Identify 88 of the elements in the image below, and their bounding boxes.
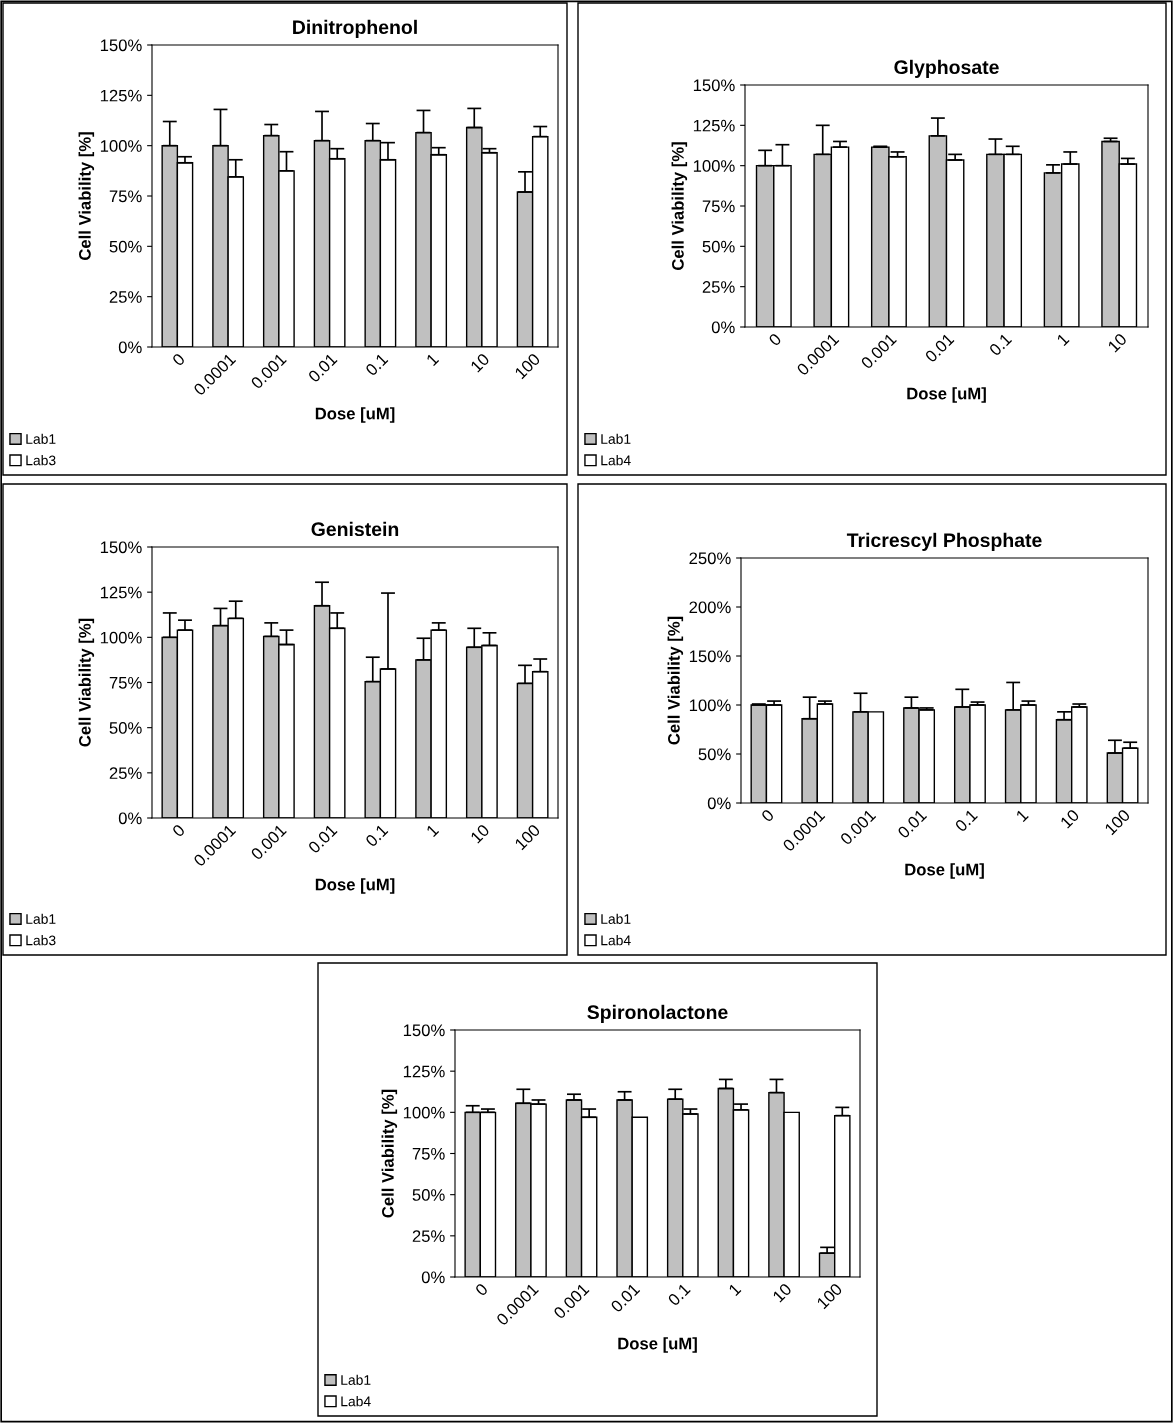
- legend-label: Lab4: [601, 935, 631, 946]
- x-tick-label: 1: [425, 823, 440, 838]
- y-axis-title: Cell Viability [%]: [78, 618, 95, 747]
- y-tick-label: 100%: [693, 160, 735, 172]
- y-tick-label: 75%: [412, 1147, 445, 1160]
- y-tick-label: 75%: [109, 676, 142, 689]
- chart-title: Genistein: [311, 521, 399, 537]
- y-tick-label: 75%: [109, 190, 142, 203]
- y-tick-label: 150%: [100, 541, 142, 554]
- x-tick-label: 0.01: [924, 332, 955, 363]
- x-tick-label: 0: [171, 352, 186, 367]
- y-axis-title: Cell Viability [%]: [381, 1089, 398, 1218]
- x-tick-label: 100: [1104, 808, 1131, 836]
- x-axis-title: Dose [uM]: [315, 407, 395, 423]
- legend-label: Lab1: [26, 913, 56, 924]
- x-tick-label: 0: [171, 823, 186, 838]
- chart-title: Glyphosate: [894, 59, 999, 78]
- x-tick-label: 1: [425, 352, 440, 367]
- y-tick-label: 0%: [118, 812, 142, 825]
- legend-label: Lab1: [601, 433, 631, 444]
- y-tick-label: 125%: [100, 89, 142, 102]
- x-tick-label: 0.1: [954, 808, 979, 833]
- x-axis-title: Dose [uM]: [907, 387, 986, 403]
- y-tick-label: 200%: [689, 601, 731, 614]
- x-tick-label: 1: [728, 1282, 742, 1297]
- x-tick-label: 100: [816, 1282, 843, 1310]
- y-axis-title: Cell Viability [%]: [667, 616, 684, 745]
- x-axis-title: Dose [uM]: [315, 878, 395, 894]
- x-tick-label: 0.1: [667, 1282, 691, 1307]
- x-axis-title: Dose [uM]: [905, 863, 984, 879]
- x-tick-label: 10: [1059, 808, 1080, 829]
- y-tick-label: 125%: [100, 586, 142, 599]
- legend-label: Lab4: [601, 455, 631, 466]
- x-tick-label: 0: [760, 808, 775, 823]
- y-tick-label: 25%: [702, 281, 735, 293]
- chart-title: Dinitrophenol: [293, 19, 417, 38]
- y-tick-label: 0%: [118, 341, 142, 354]
- x-tick-label: 10: [1107, 332, 1128, 353]
- y-tick-label: 250%: [689, 552, 731, 565]
- x-tick-label: 10: [469, 352, 491, 373]
- legend-label: Lab1: [601, 913, 631, 924]
- y-tick-label: 50%: [702, 240, 735, 253]
- x-tick-label: 0.1: [364, 823, 389, 848]
- x-tick-label: 1: [1056, 332, 1070, 347]
- chart-title: Tricrescyl Phosphate: [846, 532, 1042, 551]
- y-tick-label: 50%: [698, 748, 731, 761]
- legend-label: Lab3: [26, 935, 56, 946]
- y-tick-label: 150%: [403, 1024, 445, 1037]
- y-tick-label: 50%: [109, 240, 142, 253]
- y-axis-title: Cell Viability [%]: [78, 132, 95, 260]
- legend-label: Lab1: [26, 433, 56, 444]
- x-axis-title: Dose [uM]: [618, 1337, 697, 1353]
- legend-label: Lab1: [341, 1374, 371, 1385]
- x-tick-label: 100: [514, 823, 541, 851]
- x-tick-label: 0.01: [307, 352, 338, 383]
- y-tick-label: 25%: [412, 1230, 445, 1243]
- y-tick-label: 50%: [109, 722, 142, 734]
- y-tick-label: 125%: [403, 1065, 445, 1078]
- y-tick-label: 150%: [100, 39, 142, 52]
- y-tick-label: 50%: [412, 1189, 445, 1201]
- x-tick-label: 10: [469, 823, 491, 844]
- y-tick-label: 0%: [707, 797, 731, 810]
- y-tick-label: 100%: [100, 140, 142, 152]
- y-tick-label: 25%: [109, 291, 142, 303]
- y-axis-title: Cell Viability [%]: [671, 142, 688, 270]
- x-tick-label: 0.01: [610, 1282, 641, 1313]
- x-tick-label: 0: [474, 1282, 489, 1297]
- y-tick-label: 75%: [702, 200, 735, 213]
- x-tick-label: 1: [1015, 808, 1029, 823]
- legend-label: Lab3: [26, 455, 56, 466]
- x-tick-label: 0.01: [896, 808, 928, 839]
- y-tick-label: 150%: [689, 650, 731, 663]
- x-tick-label: 0.1: [364, 352, 389, 377]
- y-tick-label: 0%: [421, 1271, 445, 1284]
- legend-label: Lab4: [341, 1396, 371, 1407]
- y-tick-label: 150%: [693, 79, 735, 92]
- chart-title: Spironolactone: [587, 1004, 728, 1023]
- x-tick-label: 0.01: [307, 823, 338, 854]
- x-tick-label: 10: [772, 1282, 793, 1303]
- y-tick-label: 100%: [403, 1106, 445, 1119]
- x-tick-label: 0.1: [988, 332, 1013, 357]
- x-tick-label: 0: [768, 332, 782, 347]
- y-tick-label: 0%: [711, 321, 735, 334]
- y-tick-label: 25%: [109, 767, 142, 780]
- y-tick-label: 100%: [689, 699, 731, 712]
- y-tick-label: 100%: [100, 631, 142, 644]
- x-tick-label: 100: [514, 352, 541, 380]
- y-tick-label: 125%: [693, 119, 735, 132]
